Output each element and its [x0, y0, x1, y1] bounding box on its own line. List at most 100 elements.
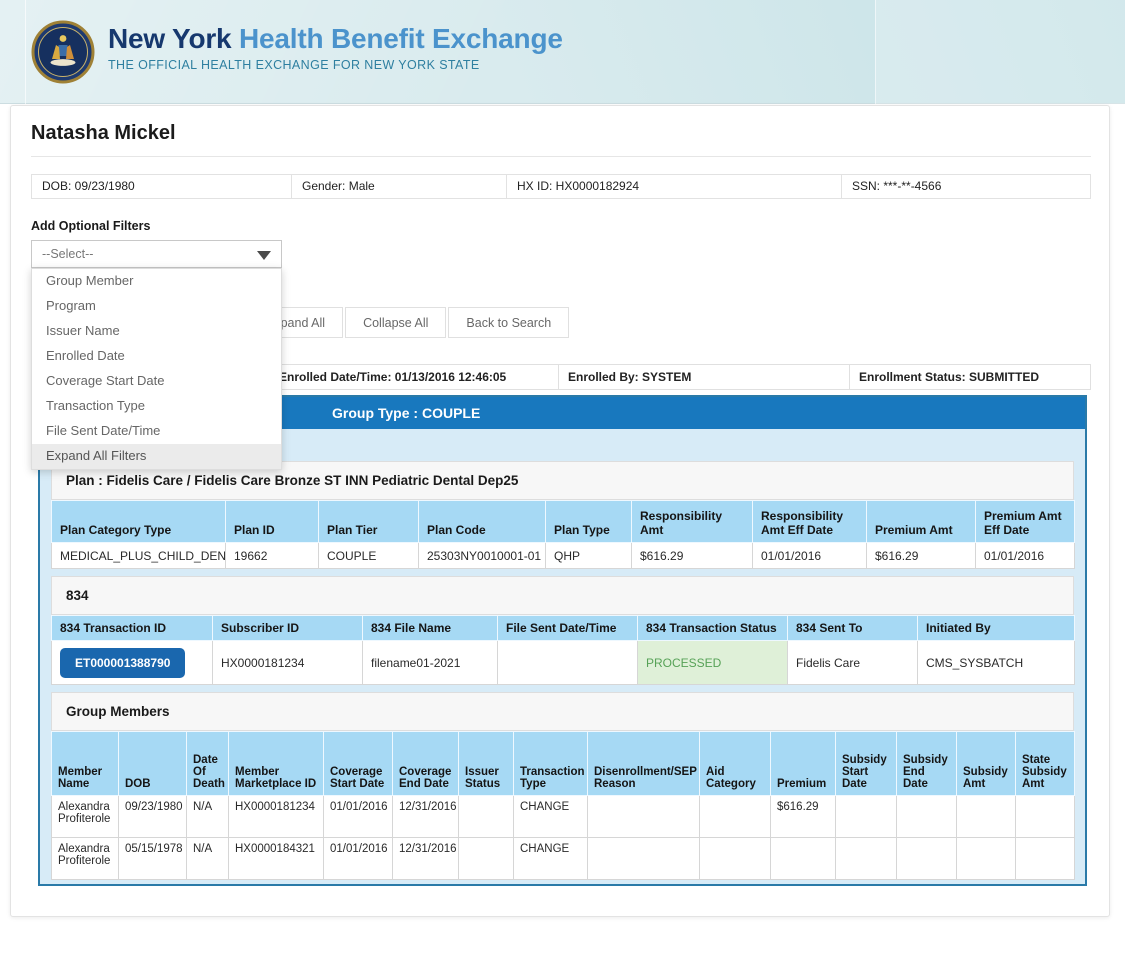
gm-cell — [1016, 796, 1075, 838]
plan-col-header: Plan Category Type — [52, 501, 226, 543]
plan-col-header: Plan Code — [419, 501, 546, 543]
patient-hx-id: HX ID: HX0000182924 — [507, 175, 842, 198]
gm-cell: 05/15/1978 — [119, 838, 187, 880]
app-header: New York Health Benefit Exchange THE OFF… — [0, 0, 1125, 104]
group-members-table: Member Name DOB Date Of Death Member Mar… — [51, 731, 1075, 880]
gm-col-header: Date Of Death — [187, 732, 229, 796]
t834-col-header: 834 Transaction ID — [52, 616, 213, 641]
gm-col-header: Subsidy End Date — [897, 732, 957, 796]
plan-row: MEDICAL_PLUS_CHILD_DENTAL 19662 COUPLE 2… — [52, 543, 1075, 569]
menu-item-transaction-type[interactable]: Transaction Type — [32, 394, 281, 419]
gm-cell: 12/31/2016 — [393, 838, 459, 880]
menu-item-coverage-start-date[interactable]: Coverage Start Date — [32, 369, 281, 394]
gm-col-header: Aid Category — [700, 732, 771, 796]
gm-cell: N/A — [187, 796, 229, 838]
gm-cell: 01/01/2016 — [324, 796, 393, 838]
gm-header-row: Member Name DOB Date Of Death Member Mar… — [52, 732, 1075, 796]
patient-ssn: SSN: ***-**-4566 — [842, 175, 1090, 198]
plan-col-header: Premium Amt Eff Date — [976, 501, 1075, 543]
plan-header-row: Plan Category Type Plan ID Plan Tier Pla… — [52, 501, 1075, 543]
gm-cell: N/A — [187, 838, 229, 880]
brand-block: New York Health Benefit Exchange THE OFF… — [108, 24, 563, 72]
back-to-search-button[interactable]: Back to Search — [448, 307, 569, 338]
t834-cell-transaction-id: ET000001388790 — [52, 641, 213, 685]
menu-item-program[interactable]: Program — [32, 294, 281, 319]
menu-item-file-sent-date-time[interactable]: File Sent Date/Time — [32, 419, 281, 444]
optional-filters-select[interactable]: --Select-- — [31, 240, 282, 268]
gm-cell — [700, 796, 771, 838]
t834-col-header: 834 File Name — [363, 616, 498, 641]
plan-cell: 25303NY0010001-01 — [419, 543, 546, 569]
gm-cell — [836, 796, 897, 838]
t834-cell — [498, 641, 638, 685]
plan-table: Plan Category Type Plan ID Plan Tier Pla… — [51, 500, 1075, 569]
gm-cell — [897, 796, 957, 838]
gm-col-header: Transaction Type — [514, 732, 588, 796]
plan-cell: $616.29 — [867, 543, 976, 569]
t834-col-header: Initiated By — [918, 616, 1075, 641]
plan-col-header: Responsibility Amt Eff Date — [753, 501, 867, 543]
enrollment-status: Enrollment Status: SUBMITTED — [850, 365, 1090, 389]
patient-gender: Gender: Male — [292, 175, 507, 198]
brand-title-primary: New York — [108, 23, 231, 54]
gm-cell: Alexandra Profiterole — [52, 796, 119, 838]
section-834-header: 834 — [51, 576, 1074, 615]
gm-col-header: Coverage End Date — [393, 732, 459, 796]
menu-item-enrolled-date[interactable]: Enrolled Date — [32, 344, 281, 369]
collapse-all-button[interactable]: Collapse All — [345, 307, 446, 338]
plan-col-header: Premium Amt — [867, 501, 976, 543]
header-divider-line — [25, 0, 26, 104]
gm-cell — [1016, 838, 1075, 880]
plan-cell: COUPLE — [319, 543, 419, 569]
gm-cell: HX0000181234 — [229, 796, 324, 838]
gm-col-header: Subsidy Start Date — [836, 732, 897, 796]
menu-item-group-member[interactable]: Group Member — [32, 269, 281, 294]
enrolled-datetime: Enrolled Date/Time: 01/13/2016 12:46:05 — [270, 365, 559, 389]
group-panel-body: Plan : Fidelis Care / Fidelis Care Bronz… — [40, 429, 1085, 880]
plan-cell: QHP — [546, 543, 632, 569]
page: New York Health Benefit Exchange THE OFF… — [0, 0, 1125, 959]
brand-tagline: THE OFFICIAL HEALTH EXCHANGE FOR NEW YOR… — [108, 58, 563, 72]
gm-col-header: Member Name — [52, 732, 119, 796]
toolbar: Expand All Collapse All Back to Search — [248, 307, 571, 338]
plan-cell: 19662 — [226, 543, 319, 569]
plan-col-header: Plan Tier — [319, 501, 419, 543]
optional-filters-menu: Group Member Program Issuer Name Enrolle… — [31, 268, 282, 470]
gm-col-header: Member Marketplace ID — [229, 732, 324, 796]
patient-info-bar: DOB: 09/23/1980 Gender: Male HX ID: HX00… — [31, 174, 1091, 199]
gm-cell — [459, 838, 514, 880]
gm-cell: 12/31/2016 — [393, 796, 459, 838]
brand-title-secondary: Health Benefit Exchange — [239, 23, 563, 54]
gm-cell — [459, 796, 514, 838]
plan-col-header: Responsibility Amt — [632, 501, 753, 543]
t834-cell: CMS_SYSBATCH — [918, 641, 1075, 685]
gm-cell: CHANGE — [514, 838, 588, 880]
gm-cell: 01/01/2016 — [324, 838, 393, 880]
menu-item-issuer-name[interactable]: Issuer Name — [32, 319, 281, 344]
group-type-label: Group Type : COUPLE — [332, 405, 480, 421]
gm-col-header: Disenrollment/SEP Reason — [588, 732, 700, 796]
plan-cell: MEDICAL_PLUS_CHILD_DENTAL — [52, 543, 226, 569]
gm-col-header: Subsidy Amt — [957, 732, 1016, 796]
t834-col-header: File Sent Date/Time — [498, 616, 638, 641]
gm-cell — [588, 796, 700, 838]
patient-dob: DOB: 09/23/1980 — [32, 175, 292, 198]
header-background-shape — [876, 0, 1125, 104]
t834-row: ET000001388790 HX0000181234 filename01-2… — [52, 641, 1075, 685]
gm-row: Alexandra Profiterole 05/15/1978 N/A HX0… — [52, 838, 1075, 880]
gm-cell: $616.29 — [771, 796, 836, 838]
enrolled-by: Enrolled By: SYSTEM — [559, 365, 850, 389]
menu-item-expand-all-filters[interactable]: Expand All Filters — [32, 444, 281, 469]
plan-cell: 01/01/2016 — [753, 543, 867, 569]
gm-cell: CHANGE — [514, 796, 588, 838]
t834-cell: HX0000181234 — [213, 641, 363, 685]
page-title: Natasha Mickel — [31, 122, 176, 145]
plan-col-header: Plan ID — [226, 501, 319, 543]
t834-cell: filename01-2021 — [363, 641, 498, 685]
group-members-section-header: Group Members — [51, 692, 1074, 731]
transaction-id-button[interactable]: ET000001388790 — [60, 648, 185, 678]
select-value: --Select-- — [42, 247, 93, 261]
gm-cell — [771, 838, 836, 880]
gm-cell — [700, 838, 771, 880]
gm-cell: Alexandra Profiterole — [52, 838, 119, 880]
